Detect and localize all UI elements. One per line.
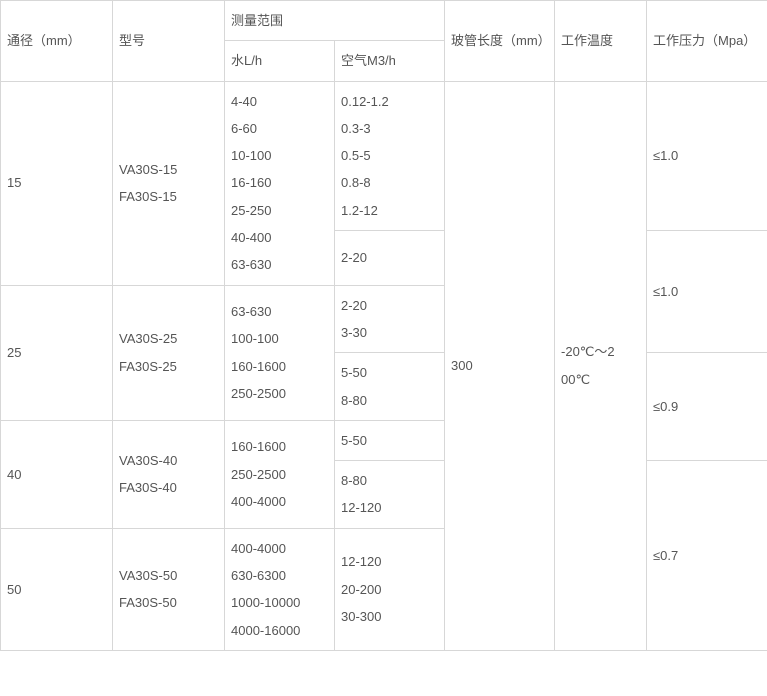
cell-model: VA30S-15 FA30S-15: [113, 81, 225, 285]
spec-table: 通径（mm） 型号 测量范围 玻管长度（mm） 工作温度 工作压力（Mpa） 水…: [0, 0, 767, 651]
cell-pressure: ≤0.9: [647, 353, 767, 461]
cell-temp: -20℃～2 00℃: [555, 81, 647, 650]
cell-air: 2-20 3-30: [335, 285, 445, 353]
cell-air: 5-50: [335, 420, 445, 460]
cell-diameter: 15: [1, 81, 113, 285]
header-range: 测量范围: [225, 1, 445, 41]
cell-diameter: 25: [1, 285, 113, 420]
header-pressure: 工作压力（Mpa）: [647, 1, 767, 82]
header-water: 水L/h: [225, 41, 335, 81]
cell-air: 8-80 12-120: [335, 461, 445, 529]
cell-diameter: 50: [1, 528, 113, 650]
cell-water: 160-1600 250-2500 400-4000: [225, 420, 335, 528]
cell-water: 63-630 100-100 160-1600 250-2500: [225, 285, 335, 420]
table-row: 通径（mm） 型号 测量范围 玻管长度（mm） 工作温度 工作压力（Mpa）: [1, 1, 767, 41]
header-air: 空气M3/h: [335, 41, 445, 81]
cell-water: 400-4000 630-6300 1000-10000 4000-16000: [225, 528, 335, 650]
cell-air: 5-50 8-80: [335, 353, 445, 421]
cell-air: 0.12-1.2 0.3-3 0.5-5 0.8-8 1.2-12: [335, 81, 445, 230]
cell-model: VA30S-40 FA30S-40: [113, 420, 225, 528]
cell-water: 4-40 6-60 10-100 16-160 25-250 40-400 63…: [225, 81, 335, 285]
cell-air: 2-20: [335, 231, 445, 286]
cell-model: VA30S-25 FA30S-25: [113, 285, 225, 420]
header-tube-length: 玻管长度（mm）: [445, 1, 555, 82]
cell-pressure: ≤0.7: [647, 461, 767, 651]
cell-model: VA30S-50 FA30S-50: [113, 528, 225, 650]
cell-pressure: ≤1.0: [647, 81, 767, 230]
cell-diameter: 40: [1, 420, 113, 528]
cell-tube-length: 300: [445, 81, 555, 650]
header-diameter: 通径（mm）: [1, 1, 113, 82]
header-temp: 工作温度: [555, 1, 647, 82]
table-row: 15 VA30S-15 FA30S-15 4-40 6-60 10-100 16…: [1, 81, 767, 230]
cell-pressure: ≤1.0: [647, 231, 767, 353]
header-model: 型号: [113, 1, 225, 82]
cell-air: 12-120 20-200 30-300: [335, 528, 445, 650]
